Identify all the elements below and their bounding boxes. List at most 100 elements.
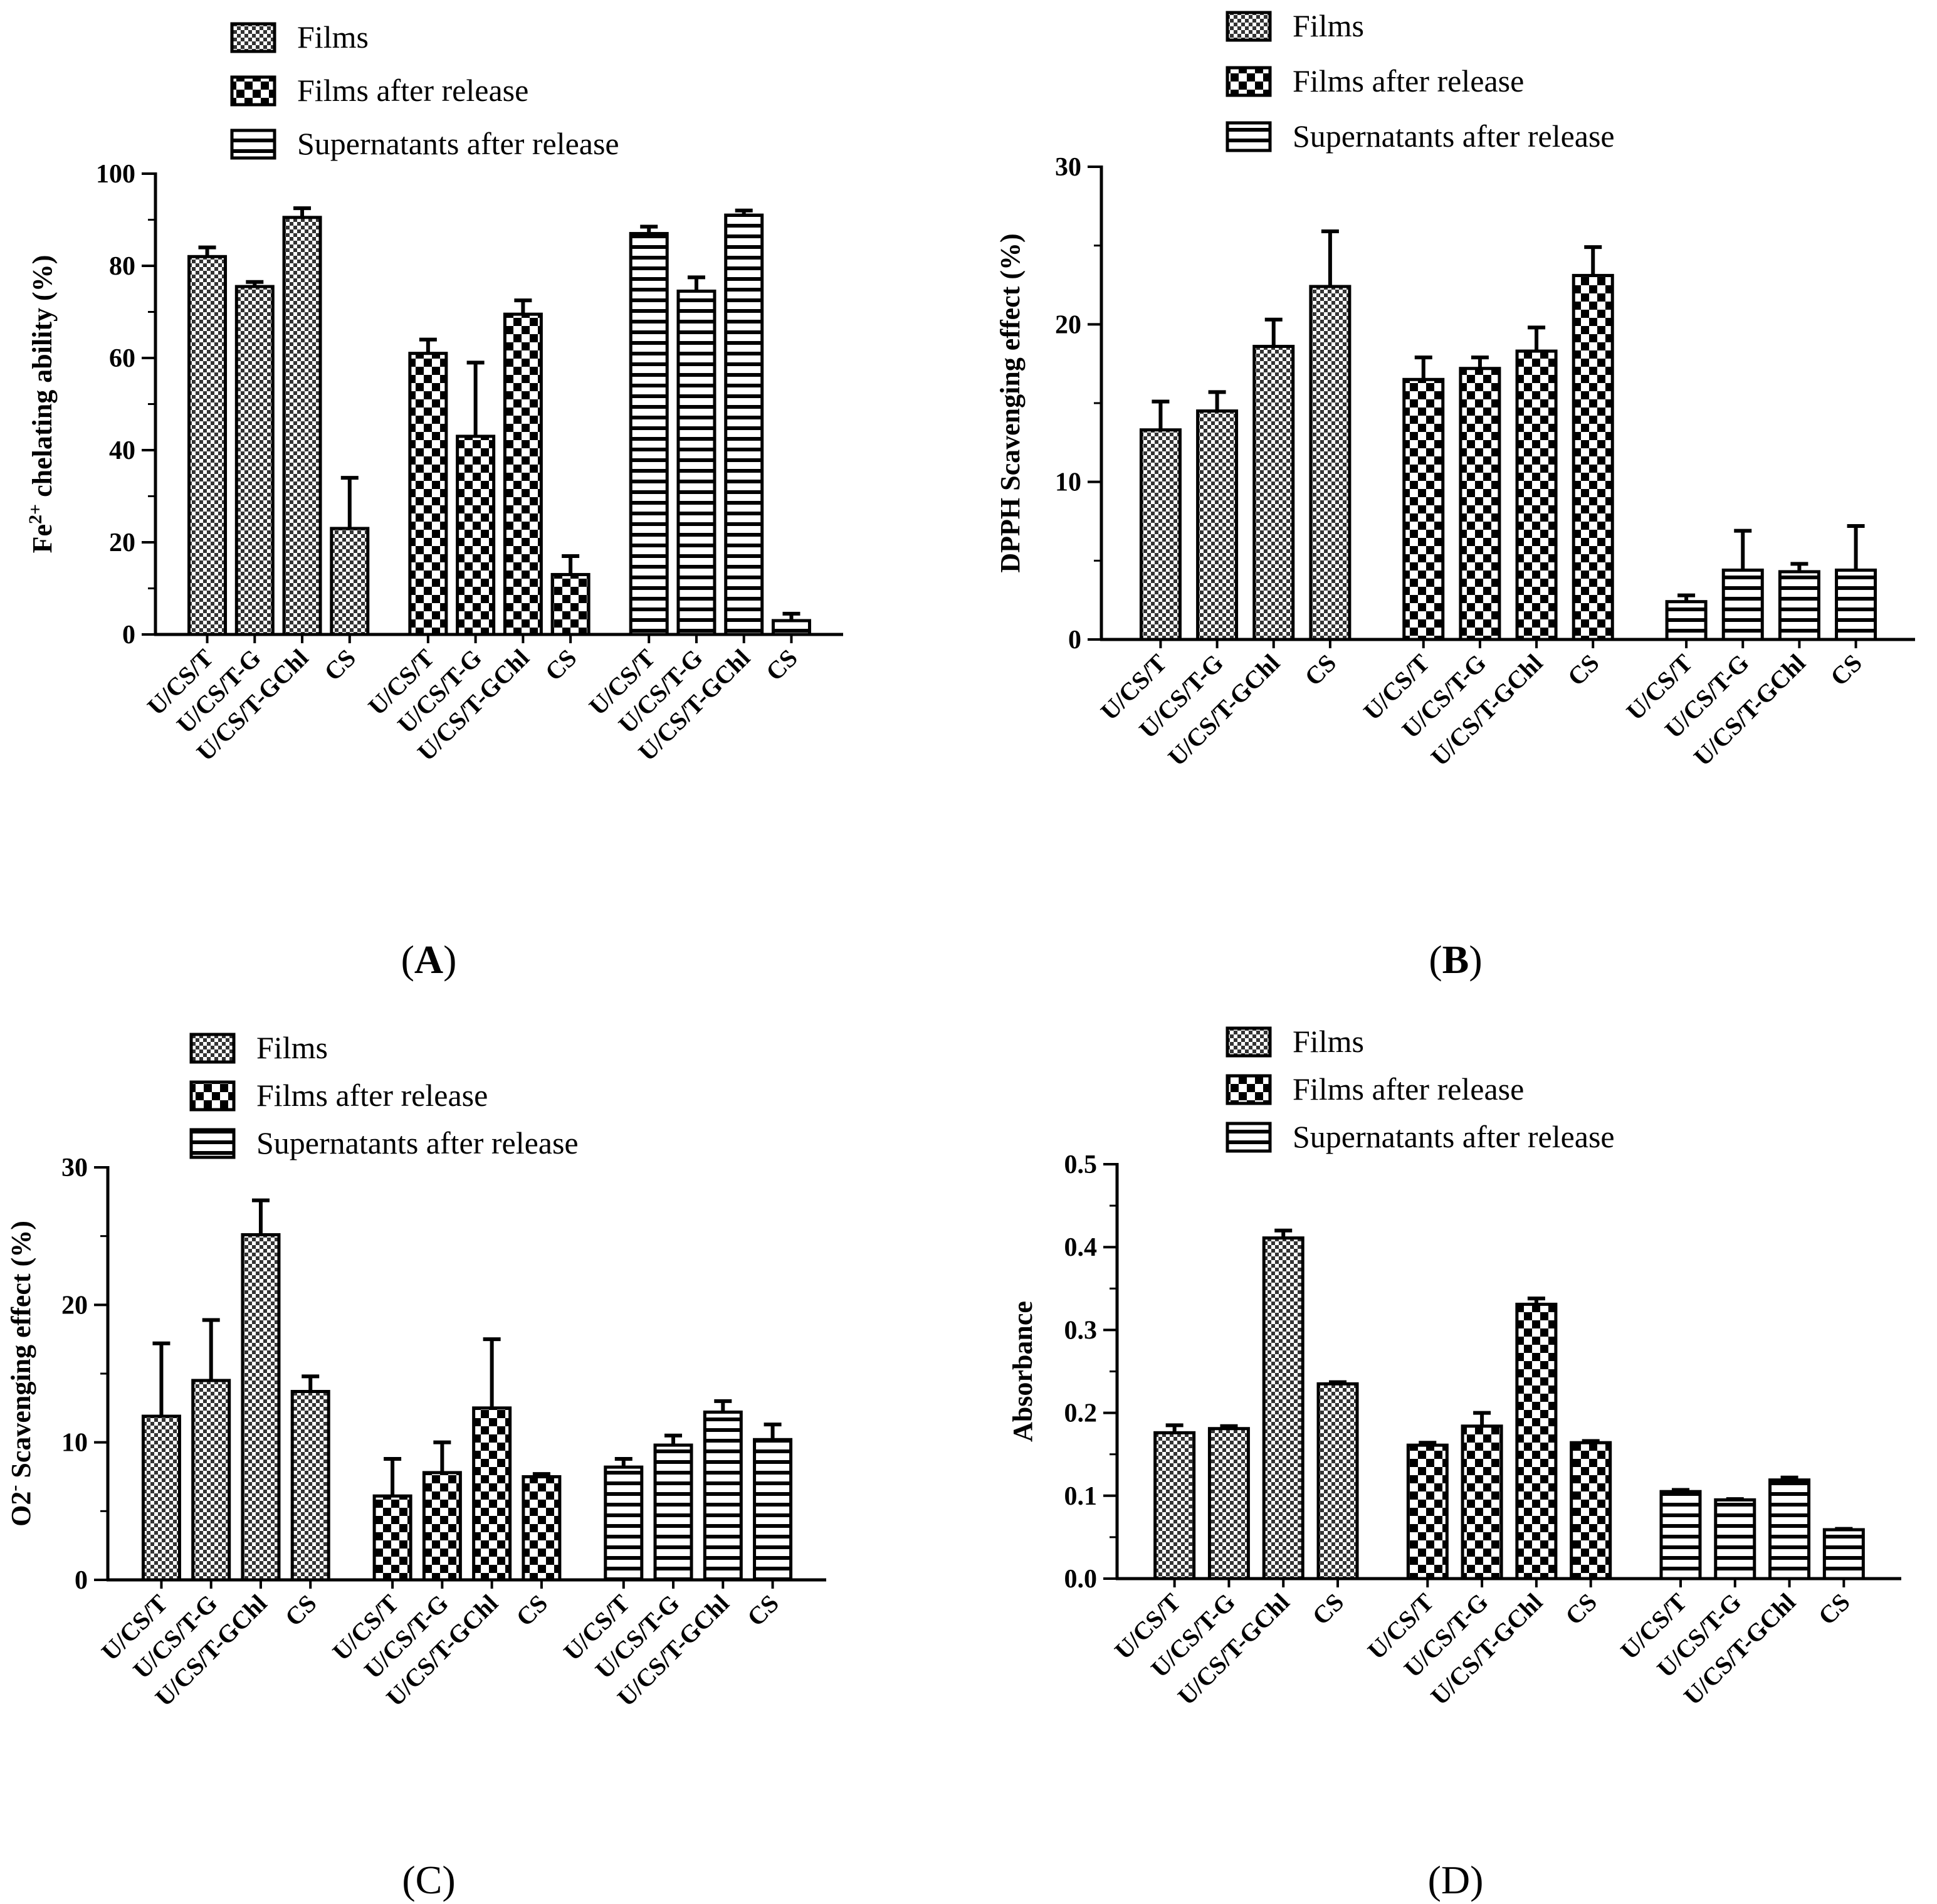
y-tick-label: 0.5 bbox=[1064, 1150, 1098, 1179]
legend-label: Films after release bbox=[297, 73, 528, 108]
y-axis-title: Absorbance bbox=[1007, 1301, 1038, 1442]
x-category-label: CS bbox=[540, 644, 582, 686]
legend-label: Supernatants after release bbox=[1293, 1119, 1615, 1154]
x-category-label: CS bbox=[318, 644, 361, 686]
bar bbox=[1721, 568, 1764, 641]
y-tick-label: 0.4 bbox=[1064, 1233, 1098, 1262]
x-category-label: CS bbox=[1306, 1588, 1349, 1631]
chart-panel-d: U/CS/TU/CS/T-GU/CS/T-GChl CS U/CS/TU/CS/T-… bbox=[1007, 1024, 1901, 1902]
y-tick-label: 0.3 bbox=[1064, 1316, 1098, 1345]
x-category-label: CS bbox=[280, 1589, 322, 1632]
x-category-label: CS bbox=[1813, 1588, 1856, 1631]
panel-label: (D) bbox=[1428, 1858, 1484, 1902]
bar bbox=[522, 1475, 562, 1582]
legend: Films Films after release Supernatants aft… bbox=[189, 1030, 579, 1160]
bar bbox=[1515, 349, 1558, 641]
bar bbox=[1459, 367, 1501, 641]
legend-swatch bbox=[1226, 1122, 1272, 1153]
bar bbox=[653, 1443, 693, 1582]
legend: Films Films after release Supernatants aft… bbox=[1226, 8, 1615, 154]
bar bbox=[1714, 1498, 1756, 1581]
bar bbox=[1207, 1427, 1250, 1581]
bar bbox=[372, 1494, 412, 1582]
y-tick-label: 100 bbox=[96, 160, 135, 189]
bar bbox=[753, 1438, 793, 1582]
y-tick-label: 0.0 bbox=[1064, 1565, 1098, 1594]
bar bbox=[1822, 1528, 1865, 1581]
legend-swatch bbox=[1226, 66, 1272, 97]
legend-swatch bbox=[1226, 1026, 1272, 1058]
bar bbox=[241, 1233, 281, 1582]
bar bbox=[724, 213, 764, 636]
bar bbox=[456, 434, 496, 636]
legend-swatch bbox=[189, 1033, 236, 1064]
bar bbox=[408, 352, 448, 636]
legend: Films Films after release Supernatants aft… bbox=[230, 19, 619, 161]
legend-label: Films bbox=[1293, 1024, 1364, 1059]
x-category-label: CS bbox=[1562, 649, 1605, 692]
legend-swatch bbox=[230, 75, 276, 107]
legend-label: Films bbox=[297, 19, 369, 55]
y-tick-label: 20 bbox=[109, 529, 135, 557]
bar bbox=[472, 1406, 512, 1582]
legend: Films Films after release Supernatants aft… bbox=[1226, 1024, 1615, 1154]
bar bbox=[1309, 285, 1352, 641]
bar bbox=[771, 619, 811, 636]
x-category-label: CS bbox=[1825, 649, 1867, 692]
y-tick-label: 40 bbox=[109, 436, 135, 465]
y-tick-label: 30 bbox=[61, 1154, 88, 1182]
bar bbox=[604, 1465, 644, 1582]
chart-panel-b: U/CS/TU/CS/T-GU/CS/T-GChl CS U/CS/TU/CS/T-… bbox=[995, 8, 1915, 982]
legend-swatch bbox=[1226, 11, 1272, 42]
y-tick-label: 0.1 bbox=[1064, 1482, 1098, 1511]
bar bbox=[1153, 1431, 1196, 1581]
bar bbox=[550, 572, 591, 636]
bar bbox=[1461, 1424, 1503, 1581]
bar bbox=[1570, 1441, 1612, 1581]
bar bbox=[1406, 1443, 1449, 1581]
bar bbox=[1515, 1302, 1558, 1581]
y-tick-label: 80 bbox=[109, 252, 135, 281]
legend-swatch bbox=[1226, 1074, 1272, 1105]
bar bbox=[1665, 600, 1708, 641]
x-category-label: CS bbox=[760, 644, 803, 686]
x-category-label: CS bbox=[510, 1589, 553, 1632]
legend-swatch bbox=[230, 129, 276, 160]
bar bbox=[703, 1410, 743, 1582]
legend-label: Supernatants after release bbox=[1293, 118, 1615, 154]
y-tick-label: 0 bbox=[1068, 626, 1081, 655]
bar bbox=[676, 289, 717, 636]
bar bbox=[141, 1414, 181, 1582]
y-tick-label: 20 bbox=[1055, 310, 1081, 339]
bar bbox=[290, 1390, 330, 1582]
legend-label: Supernatants after release bbox=[256, 1125, 579, 1160]
bar bbox=[1139, 428, 1182, 641]
bar bbox=[1835, 568, 1877, 641]
bar bbox=[1402, 377, 1445, 641]
bar bbox=[234, 285, 275, 636]
y-tick-label: 0 bbox=[122, 621, 135, 650]
legend-label: Films bbox=[256, 1030, 328, 1065]
bar bbox=[1778, 570, 1820, 641]
legend-label: Films after release bbox=[256, 1078, 488, 1113]
y-tick-label: 10 bbox=[1055, 468, 1081, 497]
y-tick-label: 30 bbox=[1055, 153, 1081, 182]
panel-label: (A) bbox=[401, 937, 457, 982]
bar bbox=[187, 255, 228, 636]
chart-panel-c: U/CS/TU/CS/T-GU/CS/T-GChl CS U/CS/TU/CS/T-… bbox=[4, 1030, 826, 1902]
bar bbox=[1572, 273, 1614, 641]
y-tick-label: 60 bbox=[109, 344, 135, 373]
panel-label: (B) bbox=[1429, 937, 1482, 982]
legend-label: Films after release bbox=[1293, 1071, 1524, 1107]
chart-panel-a: U/CS/TU/CS/T-GU/CS/T-GChl CS U/CS/TU/CS/T-… bbox=[25, 19, 843, 982]
legend-swatch bbox=[189, 1128, 236, 1159]
bar bbox=[330, 527, 370, 636]
y-tick-label: 0 bbox=[75, 1566, 88, 1595]
y-axis-title: Fe2+ chelating ability (%) bbox=[25, 255, 58, 554]
y-tick-label: 10 bbox=[61, 1429, 88, 1458]
bar bbox=[629, 232, 669, 636]
x-category-label: CS bbox=[742, 1589, 784, 1632]
y-axis-title: DPPH Scavenging effect (%) bbox=[995, 233, 1026, 572]
y-axis-title: O2- Scavenging effect (%) bbox=[4, 1221, 37, 1527]
